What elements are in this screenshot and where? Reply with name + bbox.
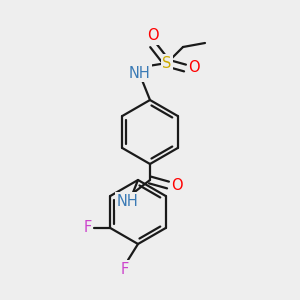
Text: S: S: [162, 56, 172, 70]
Text: O: O: [188, 61, 200, 76]
Text: NH: NH: [116, 194, 138, 208]
Text: NH: NH: [129, 65, 151, 80]
Text: F: F: [121, 262, 129, 277]
Text: O: O: [147, 28, 159, 44]
Text: O: O: [171, 178, 183, 193]
Text: F: F: [83, 220, 92, 236]
